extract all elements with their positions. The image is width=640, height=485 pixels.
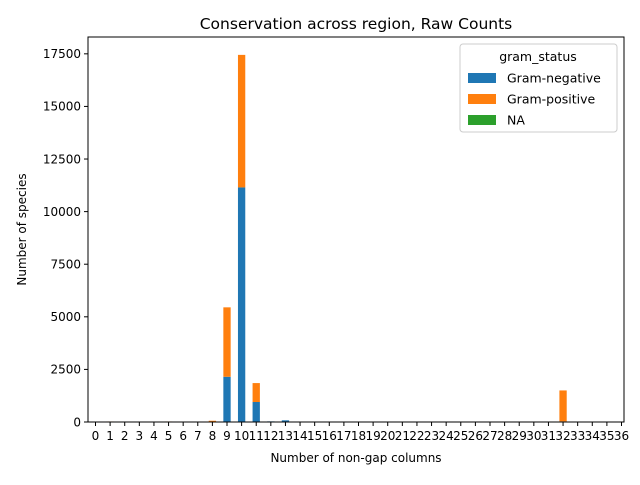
x-tick-label: 34	[585, 429, 600, 443]
x-tick-label: 19	[365, 429, 380, 443]
x-tick-label: 5	[165, 429, 173, 443]
chart-title: Conservation across region, Raw Counts	[200, 15, 513, 33]
x-tick-label: 4	[150, 429, 158, 443]
x-tick-label: 9	[223, 429, 231, 443]
x-tick-label: 30	[526, 429, 541, 443]
x-tick-label: 26	[468, 429, 483, 443]
x-tick-label: 21	[395, 429, 410, 443]
y-tick-label: 7500	[50, 258, 81, 272]
y-tick-label: 5000	[50, 310, 81, 324]
y-axis-ticks: 0 2500 5000 7500 10000 12500 15000 17500	[43, 47, 88, 429]
x-tick-label: 35	[599, 429, 614, 443]
legend-swatch-na	[468, 115, 496, 125]
x-tick-label: 0	[92, 429, 100, 443]
bar-gram-positive-32	[559, 390, 567, 422]
legend-swatch-gram-negative	[468, 73, 496, 83]
plot-frame	[87, 36, 625, 423]
legend-label: NA	[507, 113, 525, 128]
x-tick-label: 25	[453, 429, 468, 443]
legend-label: Gram-positive	[507, 92, 596, 107]
legend-frame	[459, 43, 618, 133]
legend: gram_status Gram-negative Gram-positive NA	[459, 43, 618, 133]
x-tick-label: 3	[136, 429, 144, 443]
x-tick-label: 7	[194, 429, 202, 443]
bar-gram-positive-8	[208, 420, 217, 422]
x-tick-label: 24	[439, 429, 454, 443]
x-tick-label: 33	[570, 429, 585, 443]
x-tick-label: 11	[249, 429, 264, 443]
x-tick-label: 1	[106, 429, 114, 443]
legend-swatch-gram-positive	[468, 94, 496, 104]
x-tick-label: 10	[234, 429, 249, 443]
x-tick-label: 16	[322, 429, 337, 443]
y-tick-label: 2500	[50, 363, 81, 377]
x-tick-label: 36	[614, 429, 629, 443]
x-tick-label: 28	[497, 429, 512, 443]
x-tick-label: 12	[263, 429, 278, 443]
y-tick-label: 0	[73, 415, 81, 429]
bar-gram-negative-11	[252, 402, 260, 422]
x-tick-label: 23	[424, 429, 439, 443]
x-axis-label: Number of non-gap columns	[270, 451, 441, 465]
y-tick-label: 12500	[43, 152, 81, 166]
x-tick-label: 6	[179, 429, 187, 443]
bar-gram-negative-10	[237, 187, 246, 422]
x-axis-ticks: 0 1 2 3 4 5 6 7 8 9 10 11 12 13 14 15 16 17 18 19 20 21 22 23 24…	[92, 422, 629, 443]
y-tick-label: 10000	[43, 205, 81, 219]
x-tick-label: 8	[209, 429, 217, 443]
x-tick-label: 18	[351, 429, 366, 443]
y-tick-label: 17500	[43, 47, 81, 61]
x-tick-label: 15	[307, 429, 322, 443]
x-tick-label: 2	[121, 429, 129, 443]
x-tick-label: 14	[292, 429, 307, 443]
x-tick-label: 29	[512, 429, 527, 443]
legend-title: gram_status	[499, 49, 577, 64]
legend-label: Gram-negative	[507, 71, 601, 86]
x-tick-label: 31	[541, 429, 556, 443]
bar-gram-negative-9	[223, 376, 231, 422]
bar-gram-positive-10	[237, 54, 246, 188]
bar-gram-negative-13	[281, 420, 290, 422]
x-tick-label: 13	[278, 429, 293, 443]
x-tick-label: 17	[336, 429, 351, 443]
bar-gram-positive-11	[252, 383, 260, 403]
x-tick-label: 22	[409, 429, 424, 443]
y-axis-label: Number of species	[15, 173, 29, 285]
x-tick-label: 20	[380, 429, 395, 443]
bar-gram-positive-9	[223, 307, 231, 377]
y-tick-label: 15000	[43, 100, 81, 114]
x-tick-label: 27	[482, 429, 497, 443]
x-tick-label: 32	[555, 429, 570, 443]
